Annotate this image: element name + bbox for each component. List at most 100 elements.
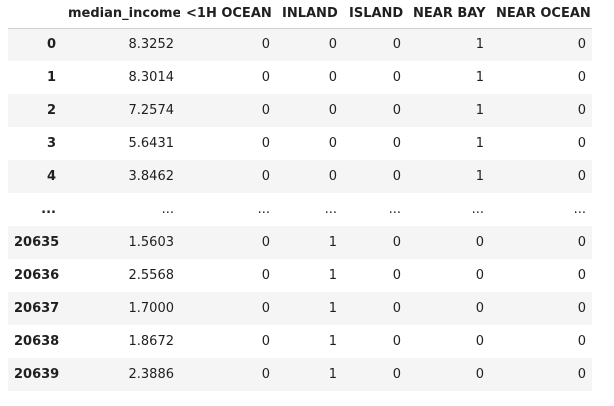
cell-median-income: 1.8672 [128, 334, 175, 349]
cell-inland: 1 [328, 334, 337, 349]
cell-near-ocean: 0 [577, 268, 586, 283]
cell-island: 0 [392, 367, 401, 382]
cell-median-income: 8.3014 [128, 70, 175, 85]
cell-inland: 0 [328, 70, 337, 85]
cell-inland: 1 [328, 301, 337, 316]
cell-1h-ocean: 0 [261, 268, 270, 283]
cell-island: 0 [392, 37, 401, 53]
cell-island: 0 [392, 169, 401, 184]
cell-island: 0 [392, 70, 401, 85]
cell-inland: 1 [328, 367, 337, 382]
cell-inland: 1 [328, 235, 337, 250]
cell-1h-ocean: 0 [261, 169, 270, 184]
cell-inland: 0 [328, 136, 337, 151]
cell-near-bay: 1 [475, 70, 484, 85]
row-index: 20636 [14, 268, 60, 283]
cell-near-bay: 0 [475, 301, 484, 316]
row-index: ... [41, 202, 56, 217]
cell-near-bay: 0 [475, 367, 484, 382]
cell-median-income: 2.3886 [128, 367, 175, 382]
cell-1h-ocean: 0 [261, 235, 270, 250]
row-index: 20639 [14, 367, 60, 382]
cell-1h-ocean: 0 [261, 70, 270, 85]
index-header [8, 0, 62, 29]
column-header-near-ocean: NEAR OCEAN [490, 0, 592, 29]
cell-near-ocean: 0 [577, 301, 586, 316]
cell-median-income: ... [161, 202, 174, 217]
table-header: median_income <1H OCEAN INLAND ISLAND NE… [8, 0, 592, 29]
cell-inland: ... [324, 202, 337, 217]
cell-inland: 1 [328, 268, 337, 283]
cell-1h-ocean: 0 [261, 367, 270, 382]
cell-island: 0 [392, 103, 401, 118]
cell-inland: 0 [328, 169, 337, 184]
cell-near-bay: 1 [475, 37, 484, 53]
row-index: 0 [46, 37, 56, 53]
table-row: 3 5.6431 0 0 0 1 0 [8, 127, 592, 160]
cell-near-bay: 0 [475, 268, 484, 283]
cell-median-income: 2.5568 [128, 268, 175, 283]
column-header-median-income: median_income [62, 0, 180, 29]
table-body: 0 8.3252 0 0 0 1 0 1 8.3014 0 0 0 1 0 2 7.2574 0 0 0 1 0 3 5.6… [8, 28, 592, 391]
cell-median-income: 8.3252 [128, 37, 175, 53]
table-row: 2 7.2574 0 0 0 1 0 [8, 94, 592, 127]
cell-near-ocean: ... [573, 202, 586, 217]
cell-near-ocean: 0 [577, 136, 586, 151]
cell-near-ocean: 0 [577, 334, 586, 349]
table-row: 4 3.8462 0 0 0 1 0 [8, 160, 592, 193]
cell-1h-ocean: 0 [261, 334, 270, 349]
cell-near-ocean: 0 [577, 103, 586, 118]
cell-island: 0 [392, 301, 401, 316]
cell-island: 0 [392, 334, 401, 349]
table-row: ..................... [8, 193, 592, 226]
cell-near-bay: 1 [475, 169, 484, 184]
row-index: 2 [46, 103, 56, 118]
row-index: 3 [46, 136, 56, 151]
table-row: 0 8.3252 0 0 0 1 0 [8, 28, 592, 61]
cell-near-bay: 1 [475, 136, 484, 151]
cell-inland: 0 [328, 103, 337, 118]
table-row: 20637 1.7000 0 1 0 0 0 [8, 292, 592, 325]
table-row: 20638 1.8672 0 1 0 0 0 [8, 325, 592, 358]
cell-island: ... [388, 202, 401, 217]
dataframe-output: median_income <1H OCEAN INLAND ISLAND NE… [8, 0, 592, 391]
cell-1h-ocean: 0 [261, 136, 270, 151]
table-row: 20639 2.3886 0 1 0 0 0 [8, 358, 592, 391]
cell-near-bay: 1 [475, 103, 484, 118]
cell-1h-ocean: ... [257, 202, 270, 217]
cell-1h-ocean: 0 [261, 301, 270, 316]
cell-1h-ocean: 0 [261, 103, 270, 118]
column-header-1h-ocean: <1H OCEAN [180, 0, 276, 29]
row-index: 1 [46, 70, 56, 85]
cell-near-ocean: 0 [577, 235, 586, 250]
column-header-near-bay: NEAR BAY [407, 0, 490, 29]
cell-median-income: 3.8462 [128, 169, 175, 184]
header-row: median_income <1H OCEAN INLAND ISLAND NE… [8, 0, 592, 29]
dataframe-table: median_income <1H OCEAN INLAND ISLAND NE… [8, 0, 592, 391]
cell-near-bay: ... [471, 202, 484, 217]
table-row: 20635 1.5603 0 1 0 0 0 [8, 226, 592, 259]
row-index: 4 [46, 169, 56, 184]
cell-near-ocean: 0 [577, 70, 586, 85]
column-header-island: ISLAND [343, 0, 407, 29]
cell-median-income: 7.2574 [128, 103, 175, 118]
cell-island: 0 [392, 235, 401, 250]
row-index: 20637 [14, 301, 60, 316]
cell-island: 0 [392, 136, 401, 151]
cell-inland: 0 [328, 37, 337, 53]
cell-median-income: 5.6431 [128, 136, 175, 151]
cell-median-income: 1.7000 [128, 301, 175, 316]
table-row: 1 8.3014 0 0 0 1 0 [8, 61, 592, 94]
cell-near-bay: 0 [475, 334, 484, 349]
cell-near-bay: 0 [475, 235, 484, 250]
table-row: 20636 2.5568 0 1 0 0 0 [8, 259, 592, 292]
cell-1h-ocean: 0 [261, 37, 270, 53]
cell-near-ocean: 0 [577, 169, 586, 184]
cell-near-ocean: 0 [577, 37, 586, 53]
cell-median-income: 1.5603 [128, 235, 175, 250]
cell-island: 0 [392, 268, 401, 283]
column-header-inland: INLAND [276, 0, 343, 29]
cell-near-ocean: 0 [577, 367, 586, 382]
row-index: 20635 [14, 235, 60, 250]
row-index: 20638 [14, 334, 60, 349]
